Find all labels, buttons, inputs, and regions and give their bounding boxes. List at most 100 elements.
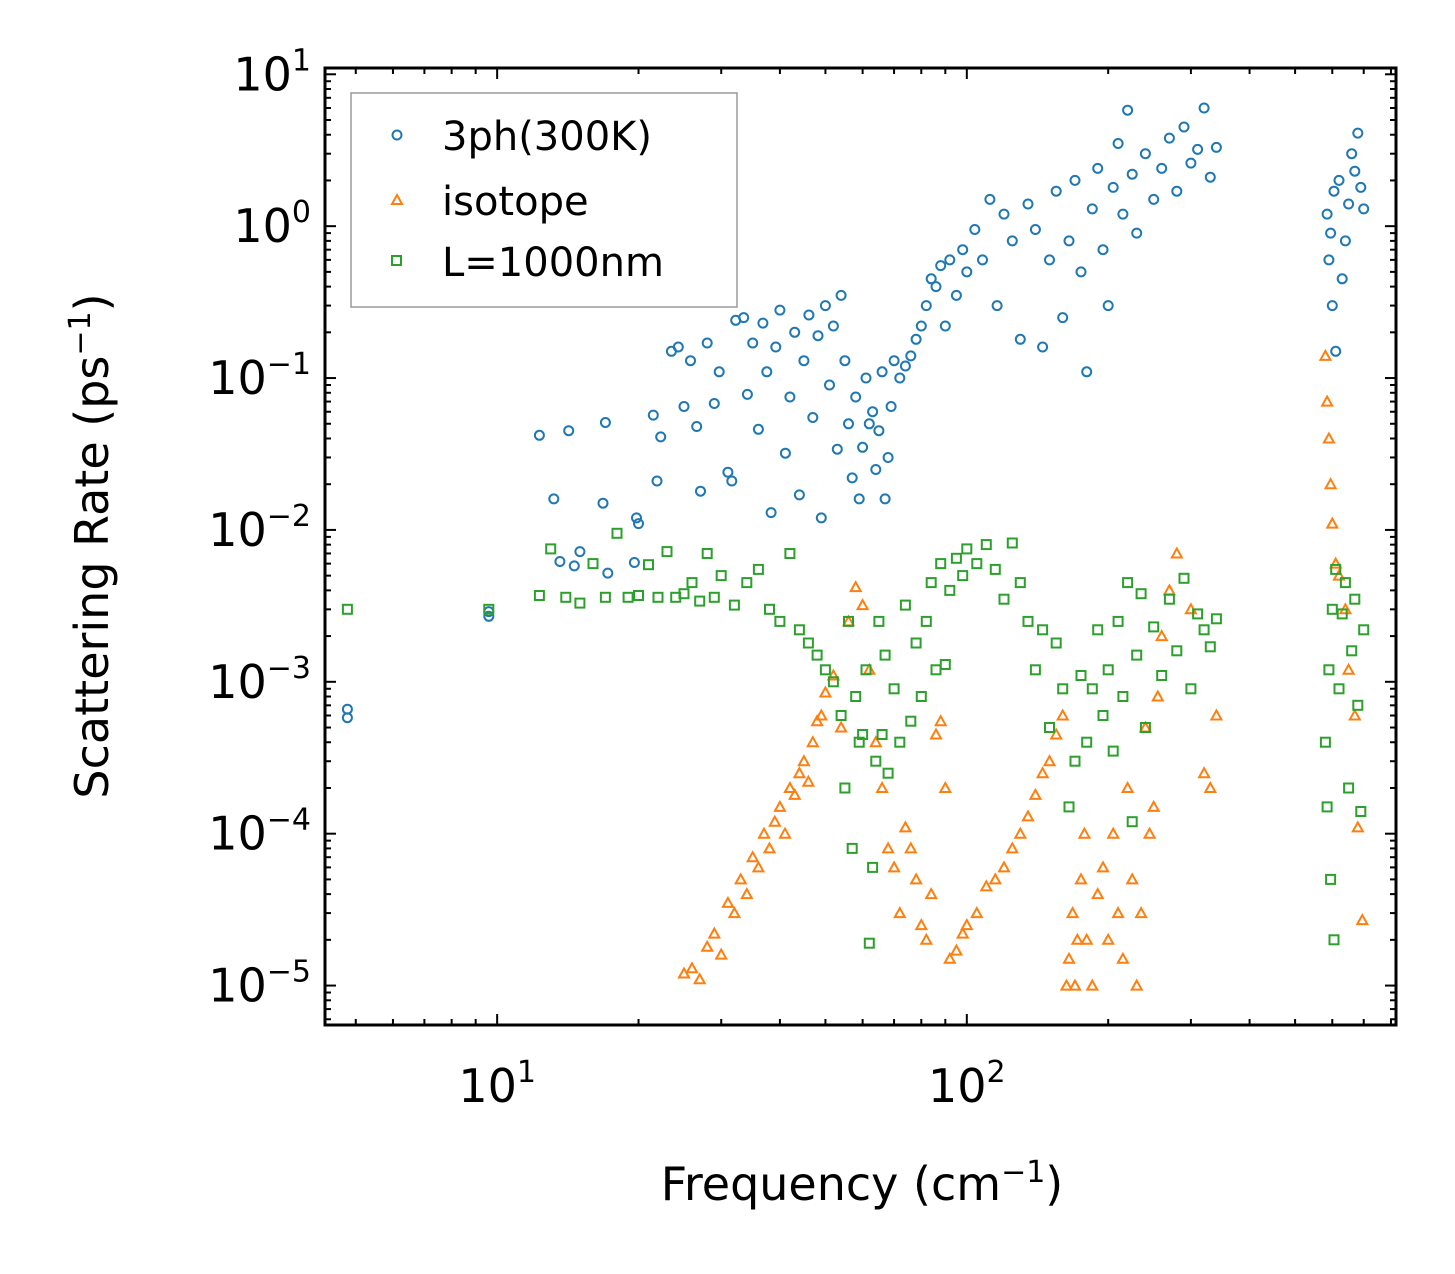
data-point	[925, 577, 937, 589]
data-point	[939, 320, 951, 332]
data-point	[1203, 780, 1217, 793]
data-point	[1092, 162, 1104, 174]
data-point	[707, 926, 721, 939]
data-point	[807, 412, 819, 423]
data-point	[741, 577, 753, 589]
data-point	[341, 603, 353, 615]
data-point	[685, 961, 699, 974]
data-point	[849, 580, 863, 593]
data-point	[701, 548, 713, 559]
data-point	[631, 512, 642, 524]
data-point	[819, 300, 831, 312]
data-point	[935, 260, 947, 272]
data-point	[728, 599, 740, 611]
data-point	[843, 418, 854, 430]
data-point	[1332, 568, 1346, 581]
data-point	[764, 603, 775, 615]
data-point	[678, 401, 690, 412]
data-point	[977, 254, 988, 266]
data-point	[1059, 978, 1074, 991]
data-point	[1014, 577, 1026, 589]
data-point	[879, 493, 891, 505]
y-tick-label: 100	[233, 195, 311, 253]
data-point	[873, 425, 885, 437]
data-point	[818, 685, 833, 698]
data-point	[1171, 645, 1183, 657]
legend-label-boundary: L=1000nm	[442, 240, 664, 286]
data-point	[1185, 683, 1197, 695]
data-point	[793, 624, 805, 636]
data-point	[914, 918, 928, 931]
data-point	[850, 391, 862, 403]
data-point	[1328, 185, 1340, 197]
data-point	[1209, 708, 1224, 721]
data-point	[1070, 932, 1085, 945]
data-point	[560, 591, 572, 603]
data-point	[779, 447, 791, 459]
data-point	[971, 558, 983, 570]
data-point	[1050, 185, 1062, 197]
data-point	[784, 548, 796, 559]
data-point	[734, 872, 748, 885]
data-point	[1163, 593, 1175, 605]
data-point	[1117, 691, 1129, 702]
data-point	[708, 398, 720, 409]
data-point	[1063, 801, 1075, 813]
data-point	[1117, 208, 1129, 220]
data-point	[1343, 198, 1355, 210]
data-point	[1131, 227, 1143, 239]
data-point	[563, 425, 575, 437]
data-point	[1321, 801, 1333, 813]
data-point	[879, 649, 891, 661]
data-point	[1097, 710, 1109, 721]
data-point	[905, 715, 917, 727]
data-point	[860, 372, 872, 384]
data-point	[633, 518, 644, 530]
data-point	[783, 780, 797, 793]
data-point	[1142, 826, 1157, 839]
data-point	[1339, 235, 1351, 247]
data-point	[1325, 516, 1339, 529]
data-point	[752, 423, 764, 435]
data-point	[1204, 171, 1216, 183]
data-point	[1101, 932, 1115, 945]
data-point	[1120, 780, 1135, 793]
data-point	[1171, 185, 1183, 197]
data-point	[715, 570, 727, 582]
data-point	[938, 780, 952, 793]
data-point	[863, 937, 875, 949]
data-point	[694, 595, 706, 607]
data-point	[1355, 806, 1367, 817]
data-point	[1044, 722, 1055, 733]
data-point	[1112, 138, 1124, 149]
data-point	[957, 244, 969, 256]
data-point	[722, 466, 734, 478]
data-point	[1192, 608, 1204, 620]
data-point	[1210, 141, 1222, 153]
data-point	[950, 289, 962, 301]
data-point	[701, 337, 713, 349]
data-point	[1092, 624, 1104, 636]
data-point	[944, 584, 956, 596]
data-point	[1325, 873, 1337, 885]
data-point	[693, 972, 707, 985]
data-point	[870, 755, 882, 767]
data-point	[835, 710, 847, 721]
data-point	[1057, 312, 1069, 324]
data-point	[691, 421, 703, 432]
data-point	[876, 729, 888, 740]
data-point	[1355, 181, 1367, 193]
data-point	[1122, 104, 1134, 116]
data-point	[867, 861, 879, 873]
legend-marker-3ph	[391, 129, 403, 141]
data-point	[1013, 826, 1027, 839]
data-point	[740, 887, 754, 900]
data-point	[944, 254, 956, 266]
data-point	[1333, 174, 1345, 186]
data-point	[1135, 588, 1147, 600]
data-point	[1336, 608, 1348, 620]
data-point	[827, 320, 839, 332]
data-point	[574, 597, 586, 609]
data-point	[870, 464, 882, 475]
